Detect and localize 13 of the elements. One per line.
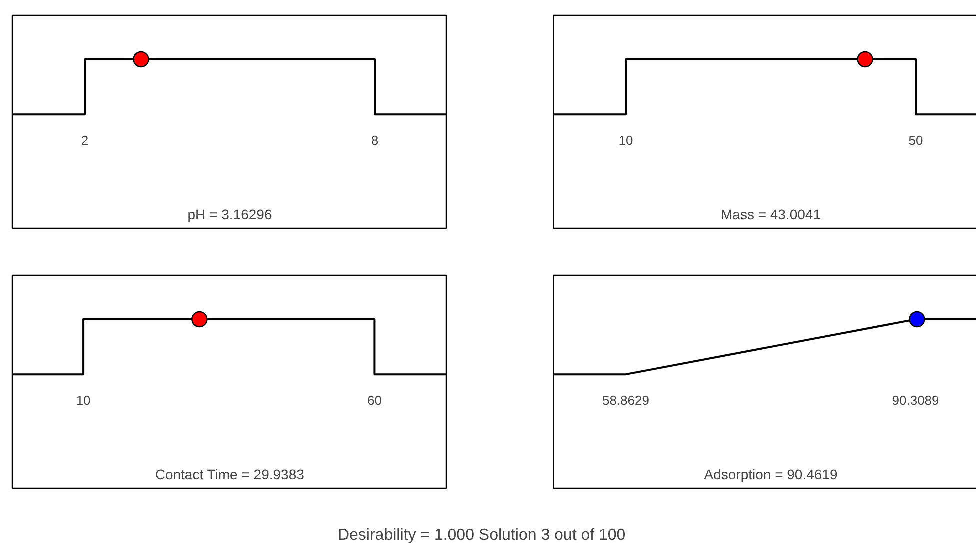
text: Desirability = 1.000 Solution 3 out of 100 <box>338 527 626 543</box>
x-axis-title: pH = 3.16296 <box>188 206 272 222</box>
x-tick-label: 10 <box>76 392 91 408</box>
x-axis-title: Mass = 43.0041 <box>720 206 822 222</box>
x-tick-label: 60 <box>367 392 382 408</box>
x-axis-title: Contact Time = 29.9383 <box>155 466 305 482</box>
x-tick-label: 10 <box>618 132 634 148</box>
x-tick-label: 50 <box>908 132 924 148</box>
x-tick-label: 90.3089 <box>892 392 940 408</box>
x-tick-label: 58.8629 <box>602 392 650 408</box>
x-tick-label: 8 <box>371 132 379 148</box>
x-axis-title: Adsorption = 90.4619 <box>704 466 838 482</box>
x-tick-label: 2 <box>81 132 89 148</box>
